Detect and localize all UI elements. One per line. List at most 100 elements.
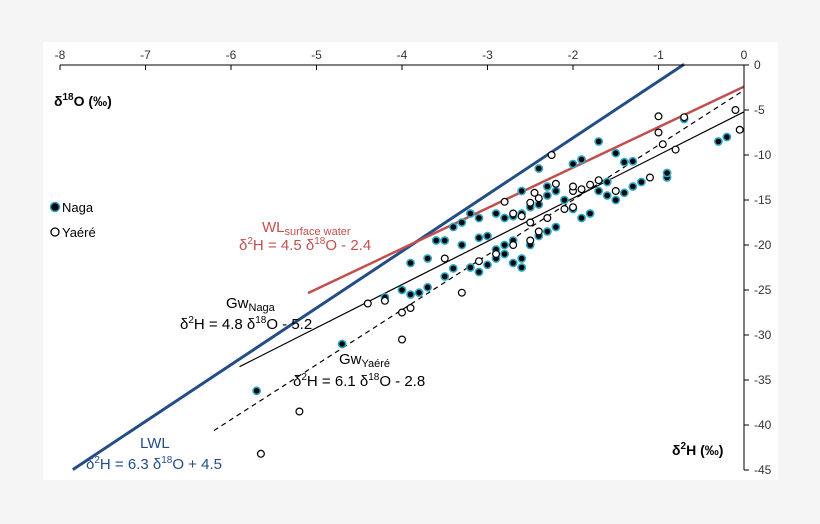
naga-point (406, 290, 415, 299)
naga-point (585, 209, 595, 218)
naga-point (568, 159, 578, 169)
yaere-point (671, 145, 680, 154)
lwl-label: LWL (140, 435, 170, 452)
naga-point (594, 137, 604, 146)
naga-point (577, 213, 586, 223)
yaere-point (517, 212, 526, 221)
naga-point (577, 155, 586, 164)
yaere-point (534, 194, 543, 203)
naga-point (423, 254, 433, 263)
naga-point (517, 254, 527, 263)
yaere-point (530, 188, 539, 197)
yaere-point (547, 151, 556, 160)
yaere-point (526, 218, 535, 227)
yaere-point (474, 257, 483, 266)
naga-point (457, 218, 467, 227)
x-tick-label: -6 (226, 48, 237, 62)
yaere-point (398, 308, 407, 317)
yaere-point (658, 140, 667, 149)
naga-point (414, 288, 424, 298)
legend-naga-marker (49, 201, 61, 213)
wl-label: WLsurface water (262, 219, 351, 238)
yaere-point (551, 179, 560, 188)
y-tick-label: -25 (754, 283, 772, 297)
naga-point (508, 258, 518, 268)
x-tick-label: 0 (741, 48, 748, 62)
naga-point (397, 285, 407, 295)
axes: -8 -7 -6 -5 -4 -3 -2 -1 00-5-10-15-20-25-30-35-4… (55, 48, 772, 477)
naga-point (474, 213, 484, 223)
naga-point (448, 263, 458, 273)
legend-yaere-label: Yaéré (62, 225, 96, 240)
gw-yaere-equation: δ2H = 6.1 δ18O - 2.8 (293, 372, 425, 390)
naga-point (551, 186, 561, 196)
naga-point (637, 177, 646, 187)
yaere-point (440, 254, 449, 263)
naga-point (628, 182, 638, 191)
yaere-point (735, 125, 744, 134)
naga-point (483, 231, 492, 241)
regression-line (239, 111, 745, 368)
yaere-point (526, 236, 535, 245)
yaere-point (543, 214, 552, 223)
naga-point (517, 263, 527, 272)
naga-point (722, 132, 732, 142)
naga-point (628, 156, 638, 166)
naga-point (602, 191, 612, 200)
annotation-gw-naga: GwNaga δ2H = 4.8 δ18O - 5.2 (180, 295, 312, 333)
x-tick-label: -1 (653, 48, 664, 62)
regression-line (213, 89, 745, 432)
y-tick-label: -5 (754, 103, 765, 117)
yaere-point (654, 112, 663, 121)
naga-point (611, 148, 621, 158)
naga-point (440, 236, 450, 245)
naga-point (457, 240, 467, 250)
naga-point (594, 186, 604, 196)
y-tick-label: -15 (754, 193, 772, 207)
y-tick-label: -35 (754, 373, 772, 387)
naga-point (252, 386, 262, 396)
yaere-point (611, 187, 620, 196)
yaere-point (380, 296, 389, 305)
x-tick-label: -8 (55, 48, 66, 62)
legend-naga-label: Naga (62, 200, 94, 215)
naga-point (542, 191, 552, 200)
y-axis-title: δ2H (‰) (672, 441, 723, 458)
naga-point (406, 258, 415, 268)
naga-point (602, 177, 612, 187)
naga-point (542, 182, 552, 191)
yaere-point (526, 198, 535, 207)
naga-point (465, 209, 475, 218)
yaere-point (586, 180, 595, 189)
y-tick-label: -20 (754, 238, 772, 252)
margin-bottom (0, 480, 820, 524)
naga-point (517, 186, 527, 196)
regression-line (71, 62, 685, 471)
naga-point (465, 263, 475, 272)
y-tick-label: -45 (754, 463, 772, 477)
naga-point (483, 260, 492, 270)
yaere-point (500, 197, 509, 206)
naga-point (551, 222, 561, 232)
wl-equation: δ2H = 4.5 δ18O - 2.4 (239, 236, 371, 254)
x-tick-label: -7 (140, 48, 151, 62)
x-axis-title: δ18O (‰) (54, 92, 112, 109)
yaere-point (577, 185, 586, 194)
y-tick-label: -30 (754, 328, 772, 342)
margin-right (778, 0, 820, 524)
naga-point (474, 267, 484, 277)
yaere-point (731, 105, 740, 114)
legend: Naga Yaéré (49, 200, 96, 240)
lwl-equation: δ2H = 6.3 δ18O + 4.5 (86, 455, 222, 473)
naga-point (337, 339, 347, 349)
yaere-point (295, 407, 304, 416)
naga-point (491, 209, 501, 218)
y-tick-label: -10 (754, 148, 772, 162)
yaere-point (256, 449, 265, 458)
yaere-point (560, 205, 569, 214)
naga-point (662, 168, 672, 178)
naga-point (474, 233, 484, 243)
yaere-point (406, 304, 415, 313)
yaere-point (492, 250, 501, 259)
naga-point (534, 164, 544, 173)
